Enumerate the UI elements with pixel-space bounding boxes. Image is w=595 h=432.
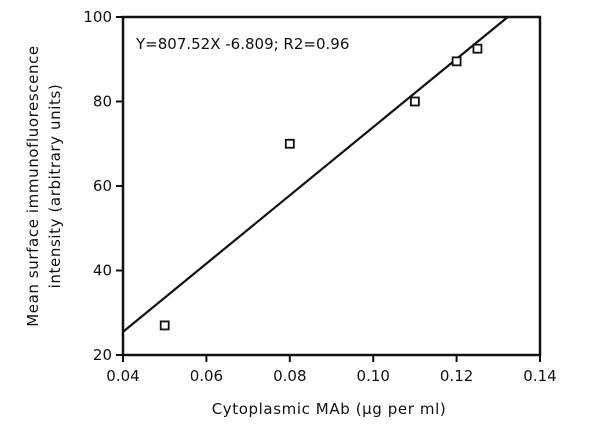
data-point (284, 138, 295, 149)
y-tick-label: 20 (93, 346, 112, 364)
y-axis-ticks: 20 40 60 80 100 (83, 8, 123, 364)
y-tick-label: 40 (93, 262, 112, 280)
regression-line-group (122, 16, 509, 333)
data-point (451, 56, 462, 67)
data-point (472, 43, 483, 54)
x-axis-title: Cytoplasmic MAb (µg per ml) (212, 400, 447, 418)
y-tick-label: 80 (93, 93, 112, 111)
x-tick-label: 0.08 (273, 367, 306, 385)
x-tick-label: 0.06 (190, 367, 223, 385)
y-axis-title-line-1: Mean surface immunofluorescence (24, 45, 42, 327)
data-point (409, 96, 420, 107)
data-point (159, 320, 170, 331)
y-tick-label: 60 (93, 177, 112, 195)
y-axis-title-line-2: intensity (arbitrary units) (46, 84, 64, 289)
x-tick-label: 0.14 (523, 367, 556, 385)
x-tick-label: 0.12 (440, 367, 473, 385)
y-tick-label: 100 (83, 8, 112, 26)
x-tick-label: 0.10 (356, 367, 389, 385)
plot-frame (121, 15, 542, 357)
x-tick-label: 0.04 (106, 367, 139, 385)
regression-line (122, 16, 509, 333)
data-points (159, 43, 483, 331)
regression-annotation: Y=807.52X -6.809; R2=0.96 (135, 35, 349, 53)
x-axis-ticks: 0.04 0.06 0.08 0.10 0.12 0.14 (106, 355, 557, 385)
